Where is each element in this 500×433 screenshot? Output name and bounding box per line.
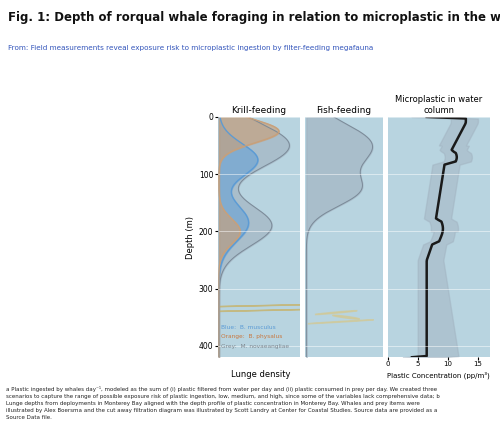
Ellipse shape [308,320,374,324]
Text: Grey:  M. novaeangliae: Grey: M. novaeangliae [221,344,289,349]
Ellipse shape [172,308,365,313]
Title: Krill-feeding: Krill-feeding [231,106,286,115]
Text: Fig. 1: Depth of rorqual whale foraging in relation to microplastic in the water: Fig. 1: Depth of rorqual whale foraging … [8,11,500,24]
Text: From: Field measurements reveal exposure risk to microplastic ingestion by filte: From: Field measurements reveal exposure… [8,45,373,52]
Text: B: B [198,80,205,90]
Text: Blue:  B. musculus: Blue: B. musculus [221,325,276,330]
X-axis label: Plastic Concentration (pp/m³): Plastic Concentration (pp/m³) [388,372,490,379]
Ellipse shape [332,315,359,319]
Text: A: A [5,80,12,90]
Title: Microplastic in water
column: Microplastic in water column [395,95,482,115]
Ellipse shape [315,310,357,315]
Text: Lunge density: Lunge density [231,370,291,379]
Text: a Plastic ingested by whales day⁻¹, modeled as the sum of (i) plastic filtered f: a Plastic ingested by whales day⁻¹, mode… [6,386,440,420]
Y-axis label: Depth (m): Depth (m) [186,216,194,259]
Title: Fish-feeding: Fish-feeding [316,106,372,115]
Text: Orange:  B. physalus: Orange: B. physalus [221,334,282,339]
Ellipse shape [161,304,354,308]
